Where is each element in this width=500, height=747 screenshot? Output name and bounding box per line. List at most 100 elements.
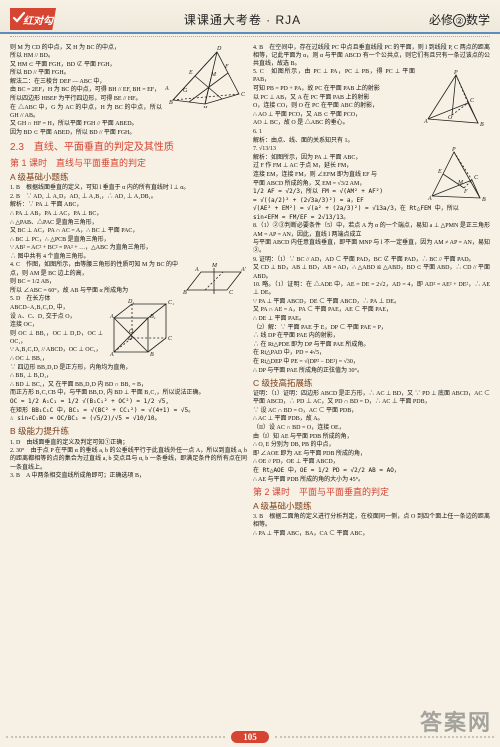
- body-text: 2. 30° 由于点 P 在平面 α 的垂线 a, b 的公垂线平行于此直线外任…: [10, 447, 247, 471]
- svg-text:A: A: [194, 267, 199, 273]
- svg-text:P: P: [453, 70, 458, 76]
- body-text: √(AE² + EM²) = √(a² + (2a/3)²) = √13a/3，…: [253, 205, 490, 213]
- body-text: 即 ∠AOE 即为 AE 与平面 PDB 所成的角，: [253, 450, 490, 458]
- svg-text:B: B: [150, 352, 154, 358]
- body-text: 4. B 在空间中，存在过线段 PC 中点且垂直线段 PC 的平面，则 l 到线…: [253, 44, 490, 68]
- body-text: 3. B 根据二面角的定义进行分析判定，在校面同一侧，点 O 到四个面上任一条边…: [253, 513, 490, 529]
- svg-text:A: A: [427, 196, 432, 202]
- svg-text:A': A': [240, 267, 247, 273]
- header-right: 必修②数学: [429, 11, 490, 28]
- body-text: ∴ △PAB、△PAC 是直角三角形，: [10, 219, 247, 227]
- svg-text:B: B: [183, 290, 187, 296]
- body-text: 在矩形 BB₁C₁C 中，BC₁ = √(BC² + CC₁²) = √(4+1…: [10, 407, 247, 415]
- svg-text:E: E: [188, 70, 193, 76]
- left-column: BH CD FE MG A 则 M 为 CD 的中点，又 H 为 BC 的中点，…: [10, 43, 247, 715]
- body-text: ∴ BC ⊥ PC，∴ △PCB 是直角三角形，: [10, 236, 247, 244]
- body-text: 2. B ∵ AD₁ ⊥ A₁D，AD₁ ⊥ A₁B₁，∴ AD₁ ⊥ A₁DB…: [10, 193, 247, 201]
- body-text: ∵ 设 AC ∩ BD = O，AC ⊂ 平面 PDB，: [253, 407, 490, 415]
- svg-text:G: G: [183, 88, 188, 94]
- svg-text:C: C: [241, 92, 246, 98]
- svg-text:F: F: [224, 64, 229, 70]
- body-text: ∴ O, E 分别为 DB, PB 的中点，: [253, 441, 490, 449]
- body-text: 由（I）知 AE 与平面 PDB 所成的角，: [253, 433, 490, 441]
- body-text: 1. D 由线面垂直的定义及判定可知①正确；: [10, 439, 247, 447]
- level-c-title: C 级技高拓展练: [253, 378, 490, 389]
- body-text: ∴ 线 DP 在平面 PAE 内的射影，: [253, 332, 490, 340]
- body-text: 在 Rt△AOE 中，OE = 1/2 PD = √2/2 AB = AO，: [253, 467, 490, 475]
- watermark-text: 答案网: [420, 705, 492, 737]
- svg-text:O: O: [129, 329, 134, 335]
- body-text: ∴ BB₁ ⊥ B₁D₁，: [10, 372, 247, 380]
- body-text: ∴ DP 与平面 PAE 所成角的正弦值为 30°。: [253, 367, 490, 375]
- svg-text:C: C: [474, 175, 479, 181]
- body-text: 又 PA ∩ AE = A，PA ⊂ 平面 PAE，AE ⊂ 平面 PAE，: [253, 306, 490, 314]
- level-a-title-2: A 级基础小题练: [253, 501, 490, 512]
- svg-text:M: M: [211, 263, 218, 269]
- body-text: 与平面 ABCD 内任意直线垂直，即平面 MNP 与 l 不一定垂直，因为 AM…: [253, 239, 490, 255]
- body-text: OC = 1/2 A₁C₁ = 1/2 √(B₁C₁² + OC²) = 1/2…: [10, 398, 247, 406]
- body-text: ∴ DE ⊥ 平面 PAE。: [253, 315, 490, 323]
- hdr-right-a: 必修: [429, 13, 453, 27]
- body-text: 在 Rt△PAD 中，PD = 4√5，: [253, 349, 490, 357]
- svg-text:O: O: [448, 115, 453, 121]
- svg-text:E: E: [437, 169, 442, 175]
- body-text: ∴ 在 Rt△PDE 即为 DP 与平面 PAE 所成角。: [253, 341, 490, 349]
- brand-logo: 红对勾: [10, 8, 56, 30]
- body-text: ∵ PA ⊥ 平面 ABCD，DE ⊂ 平面 ABCD，∴ PA ⊥ DE。: [253, 298, 490, 306]
- svg-text:F: F: [463, 189, 468, 195]
- svg-text:A: A: [423, 119, 428, 125]
- section-title: 2.3 直线、平面垂直的判定及其性质: [10, 141, 247, 155]
- figure-parallelogram: BC AA' M: [181, 262, 247, 296]
- body-text: 9. 证明：（1）∵ BC // AD，AD ⊂ 平面 PAD，BC ⊄ 平面 …: [253, 256, 490, 264]
- body-text: ∴ PA ⊥ AB，PA ⊥ AC，PA ⊥ BC，: [10, 210, 247, 218]
- body-text: 8.（1）②③判断必要条件（5）中，若点 A 为 α 的一个端点，易知 a ⊥ …: [253, 222, 490, 238]
- svg-text:C: C: [168, 336, 173, 342]
- check-icon: [12, 10, 26, 24]
- body-text: ∴ AE 与平面 PDB 所成的角的大小为 45°。: [253, 476, 490, 484]
- right-column: 4. B 在空间中，存在过线段 PC 中点且垂直线段 PC 的平面，则 l 到线…: [253, 43, 490, 715]
- svg-text:A: A: [165, 86, 169, 92]
- figure-tetra-2: P A B C O: [418, 69, 490, 129]
- body-text: 而正方形 B₁C₁CB 中，与平面 BB₁D₁ 内 BD ⊥ 平面 B₁C₁，所…: [10, 389, 247, 397]
- svg-text:M: M: [457, 180, 464, 186]
- svg-text:B: B: [169, 100, 173, 106]
- svg-text:D: D: [216, 46, 222, 52]
- body-text: ∴ sin∠C₁BO = OC/BC₁ = (√5/2)/√5 = √10/10…: [10, 415, 247, 423]
- lesson-title-2: 第 2 课时 平面与平面垂直的判定: [253, 486, 490, 498]
- body-text: sin∠EFM = FM/EF = 2√13/13。: [253, 214, 490, 222]
- svg-text:B: B: [480, 122, 484, 128]
- body-text: 因为 BD ⊂ 平面 ABED，所以 BD // 平面 FGH。: [10, 129, 247, 137]
- body-text: ∵ 四边形 BB₁D₁D 是正方形，内角均为直角，: [10, 364, 247, 372]
- svg-text:C: C: [470, 98, 475, 104]
- body-text: （II）设 AC ∩ BD = O，连接 OE，: [253, 424, 490, 432]
- content-columns: BH CD FE MG A 则 M 为 CD 的中点，又 H 为 BC 的中点，…: [0, 39, 500, 715]
- svg-text:A: A: [109, 352, 114, 358]
- brand-text: 红对勾: [23, 12, 53, 27]
- hdr-right-circ: ②: [453, 14, 466, 27]
- svg-text:P: P: [451, 147, 456, 153]
- body-text: 在 Rt△DEP 中 PE = √(DP² − DE²) = √30，: [253, 358, 490, 366]
- svg-text:D₁: D₁: [127, 299, 134, 305]
- svg-text:D: D: [127, 336, 133, 342]
- svg-text:B: B: [482, 197, 486, 203]
- level-a-title: A 级基础小题练: [10, 172, 247, 183]
- footer-rule-left: [6, 736, 225, 738]
- svg-text:A₁: A₁: [109, 314, 116, 320]
- header-bar: 红对勾 课课通大考卷 · RJA 必修②数学: [0, 0, 500, 34]
- figure-tetra-3: P A B C E F M: [424, 146, 490, 204]
- body-text: ∴ OE // PD，OE ⊥ 平面 ABCD，: [253, 458, 490, 466]
- body-text: 又 GH ∩ HF = H，所以平面 FGH // 平面 ABED。: [10, 120, 247, 128]
- body-text: ∴ PA ⊥ 平面 ABC，BA，CA ⊂ 平面 ABC，: [253, 530, 490, 538]
- body-text: ∴ 图中共有 4 个直角三角形。: [10, 253, 247, 261]
- svg-text:C₁: C₁: [168, 300, 174, 306]
- body-text: ∴ AC ⊥ 平面 PDB，故 A。: [253, 415, 490, 423]
- body-text: 又 BC ⊥ AC，PA ∩ AC = A，∴ BC ⊥ 平面 PAC，: [10, 227, 247, 235]
- figure-tetra-1: BH CD FE MG A: [165, 44, 247, 108]
- body-text: 证明：（1）证明：四边形 ABCD 是正方形，∴ AC ⊥ BD，又 ∵ PD …: [253, 390, 490, 406]
- body-text: 解析：由点、线、面的关系知只有 1。: [253, 137, 490, 145]
- body-text: 解析：∵ PA ⊥ 平面 ABC，: [10, 201, 247, 209]
- hdr-right-b: 数学: [466, 13, 490, 27]
- body-text: 1. B 根据线面垂直的定义，可知 l 垂直于 α 内的所有直线时 l ⊥ α。: [10, 184, 247, 192]
- body-text: 10. 略。（1）证明：在 △ADE 中，AE = DE = 2√2，AD = …: [253, 281, 490, 297]
- svg-text:H: H: [202, 106, 208, 108]
